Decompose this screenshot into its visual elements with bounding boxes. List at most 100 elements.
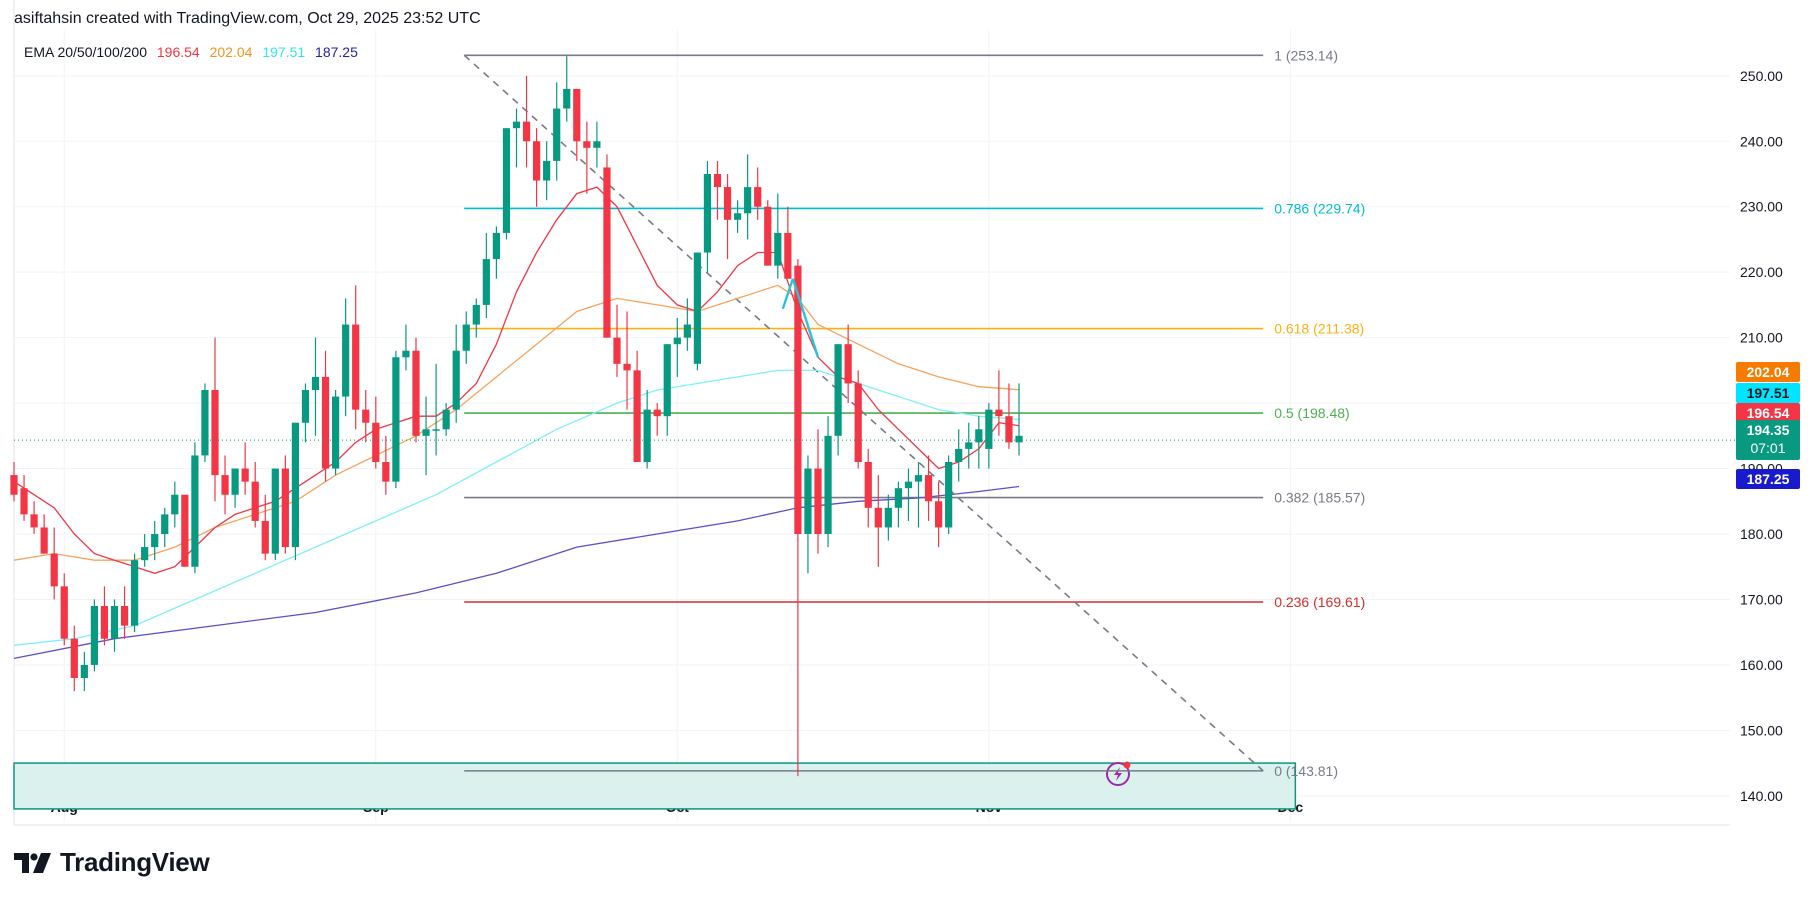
fib-trend-line [463,54,1264,772]
y-tick-label: 250.00 [1740,68,1783,84]
fib-level-label: 0.236 (169.61) [1274,594,1365,610]
candle-up [231,468,239,495]
candle-down [864,462,872,508]
candle-down [653,409,661,417]
price-tag-label: 194.35 [1747,422,1790,438]
candle-up [744,187,752,214]
candle-up [392,357,400,482]
price-tag [1736,383,1800,403]
candle-down [70,638,78,678]
ema50-value: 202.04 [209,44,253,60]
candle-up [804,468,812,534]
support-zone [13,762,1297,810]
price-tag-label: 196.54 [1747,405,1790,421]
candle-up [442,409,450,430]
candle-up [894,488,902,508]
y-tick-label: 150.00 [1740,722,1783,738]
candle-down [40,527,48,554]
candle-up [171,494,179,515]
candle-up [301,390,310,423]
fib-level-label: 0.618 (211.38) [1274,321,1364,337]
candle-up [201,390,209,456]
ema100-value: 197.51 [262,44,306,60]
price-tag [1736,469,1800,489]
candle-up [311,376,320,390]
brand[interactable]: TradingView [14,847,210,878]
candle-up [462,324,470,351]
candle-down [60,586,68,639]
candle-down [181,494,189,567]
attribution-text: asiftahsin created with TradingView.com,… [14,10,481,27]
candle-up [975,429,983,443]
candle-down [362,409,370,423]
lightning-bolt-icon [1114,767,1122,781]
candle-up [774,232,782,266]
fib-level-label: 0.382 (185.57) [1274,490,1365,506]
y-tick-label: 220.00 [1740,264,1783,280]
candle-down [844,344,852,384]
candle-up [914,475,923,482]
candle-down [10,475,18,495]
candle-up [482,259,490,305]
candle-up [955,448,963,462]
candle-up [985,409,993,449]
candle-down [120,606,129,626]
candle-up [291,422,299,548]
candle-down [723,187,732,220]
candle-up [663,344,671,417]
candle-up [131,560,139,626]
candle-down [50,553,58,587]
candle-down [241,468,249,482]
y-tick-label: 160.00 [1740,657,1783,673]
y-tick-label: 140.00 [1740,788,1783,804]
candle-down [1005,416,1013,443]
candle-down [573,88,581,142]
candle-down [754,187,762,207]
candle-up [904,481,913,489]
y-tick-label: 210.00 [1740,330,1783,346]
candle-up [191,455,199,567]
candle-down [211,390,219,476]
candle-up [422,429,430,436]
candle-up [965,442,973,449]
candle-up [402,350,410,358]
y-tick-label: 170.00 [1740,591,1783,607]
candle-up [643,409,651,462]
candle-down [814,468,822,534]
candle-up [492,232,500,260]
candle-down [382,462,390,482]
candle-down [281,468,289,548]
candle-down [261,520,269,554]
candle-down [352,324,360,410]
candle-up [563,88,571,109]
fib-level-label: 0.786 (229.74) [1274,200,1365,216]
candle-down [784,232,792,279]
lightning-icon [1106,762,1130,786]
ema-legend-label: EMA 20/50/100/200 [24,44,147,60]
candle-up [945,462,953,528]
candle-down [854,383,862,462]
candle-up [693,252,701,364]
candle-down [935,501,943,528]
y-tick-label: 230.00 [1740,199,1783,215]
candle-down [794,265,802,534]
candle-up [553,108,561,161]
candle-down [995,409,1003,417]
candle-down [633,370,641,462]
candle-up [271,468,279,554]
candle-down [522,121,531,142]
ema20-value: 196.54 [156,44,200,60]
candle-down [613,337,621,364]
ema-legend[interactable]: EMA 20/50/100/200 196.54 202.04 197.51 1… [24,44,364,60]
candle-up [834,344,842,436]
candle-up [332,396,340,469]
brand-name: TradingView [60,847,210,877]
candle-down [924,475,933,502]
candle-down [20,488,28,515]
price-tag-label: 187.25 [1747,471,1790,487]
candle-down [583,141,591,148]
candle-up [90,606,98,665]
candle-up [161,514,169,534]
candle-up [502,128,511,233]
